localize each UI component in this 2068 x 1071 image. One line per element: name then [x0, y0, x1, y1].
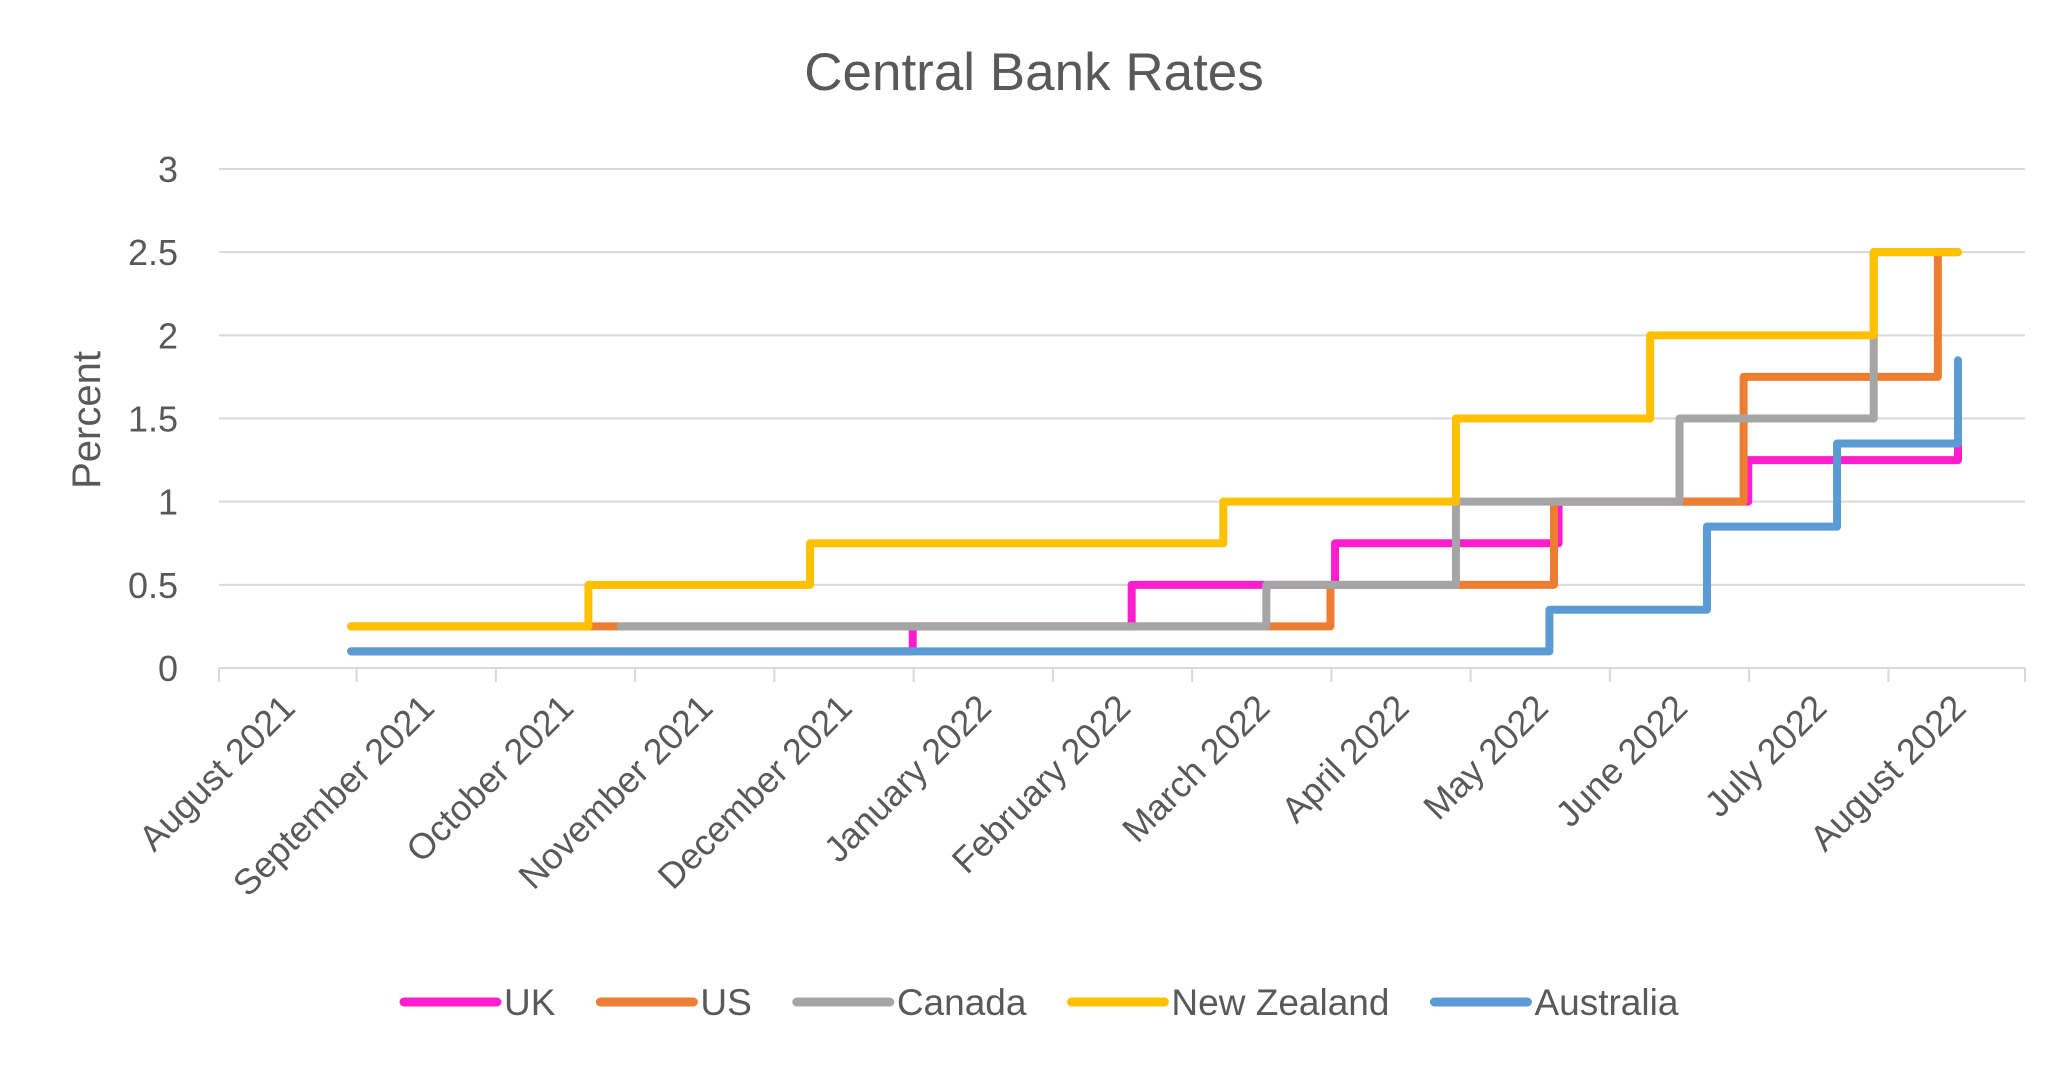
- legend-item: New Zealand: [1066, 982, 1389, 1023]
- legend-label: UK: [504, 982, 556, 1023]
- legend-label: US: [700, 982, 751, 1023]
- y-tick-label: 2: [158, 315, 178, 356]
- y-tick-label: 3: [158, 149, 178, 190]
- legend-label: Canada: [897, 982, 1027, 1023]
- y-tick-label: 0: [158, 648, 178, 689]
- x-tick-label: May 2022: [1415, 687, 1556, 828]
- x-tick-label: July 2022: [1696, 687, 1834, 825]
- series-line-us: [347, 248, 1962, 631]
- series-lines: [347, 248, 1962, 656]
- y-tick-label: 1: [158, 482, 178, 523]
- x-tick-label: April 2022: [1273, 687, 1417, 831]
- y-tick-label: 1.5: [128, 399, 178, 440]
- gridlines: [219, 168, 2025, 586]
- chart-title: Central Bank Rates: [804, 43, 1264, 102]
- legend-item: US: [595, 982, 752, 1023]
- legend-label: Australia: [1534, 982, 1678, 1023]
- legend-item: Canada: [792, 982, 1027, 1023]
- legend-item: UK: [399, 982, 556, 1023]
- legend-label: New Zealand: [1171, 982, 1389, 1023]
- x-tick-label: March 2022: [1114, 687, 1277, 850]
- series-line-australia: [347, 356, 1962, 656]
- legend-item: Australia: [1429, 982, 1679, 1023]
- series-line-new-zealand: [347, 248, 1962, 631]
- y-tick-label: 0.5: [128, 565, 178, 606]
- series-line-canada: [616, 248, 1962, 631]
- x-tick-label: June 2022: [1547, 687, 1695, 835]
- y-axis-title: Percent: [65, 351, 109, 489]
- y-axis-tick-labels: 0 0.5 1 1.5 2 2.5 3: [128, 149, 178, 689]
- x-axis: [218, 667, 2026, 682]
- legend: UK US Canada New Zealand Australia: [399, 982, 1679, 1023]
- y-tick-label: 2.5: [128, 232, 178, 273]
